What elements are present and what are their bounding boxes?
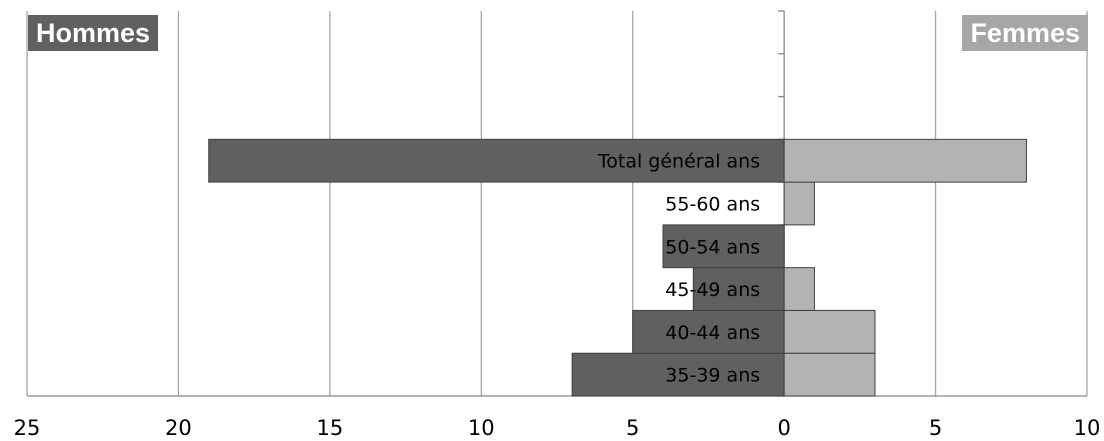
bar-femmes	[783, 352, 876, 397]
legend-women: Femmes	[962, 15, 1088, 51]
bar-femmes	[783, 309, 876, 354]
category-label: 55-60 ans	[665, 194, 760, 216]
bar-hommes	[662, 224, 785, 269]
x-tick-label: 25	[14, 416, 41, 440]
category-label: 45-49 ans	[665, 279, 760, 301]
bar-hommes	[692, 267, 785, 311]
category-label: 50-54 ans	[665, 236, 760, 258]
x-tick-label: 20	[165, 416, 192, 440]
x-tick-label: 5	[929, 416, 942, 440]
x-tick-label: 0	[777, 416, 790, 440]
bar-femmes	[783, 267, 815, 311]
category-label: Total général ans	[597, 151, 760, 173]
x-tick-label: 10	[468, 416, 495, 440]
x-tick-label: 15	[316, 416, 343, 440]
x-tick-label: 10	[1074, 416, 1101, 440]
x-tick-label: 5	[626, 416, 639, 440]
bar-hommes	[208, 138, 785, 183]
legend-men: Hommes	[28, 15, 159, 51]
bar-femmes	[783, 181, 815, 226]
category-label: 40-44 ans	[665, 322, 760, 344]
bar-femmes	[783, 138, 1027, 183]
category-label: 35-39 ans	[665, 365, 760, 387]
bar-hommes	[632, 309, 785, 354]
